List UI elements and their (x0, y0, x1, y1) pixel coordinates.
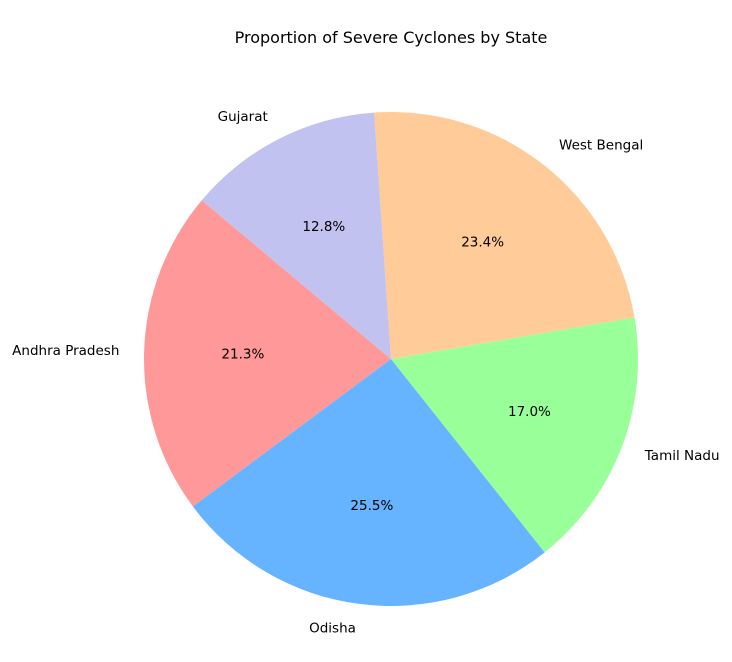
pie-slice-tamil-nadu (391, 317, 638, 553)
pie-slice-odisha (192, 359, 545, 606)
pct-label-odisha: 25.5% (350, 498, 393, 514)
chart-title: Proportion of Severe Cyclones by State (235, 28, 548, 47)
category-labels: Andhra Pradesh Odisha Tamil Nadu West Benga… (12, 109, 719, 637)
percentage-labels: 21.3% 25.5% 17.0% 23.4% 12.8% (221, 219, 551, 514)
slice-label-andhra-pradesh: Andhra Pradesh (12, 343, 119, 359)
slice-label-odisha: Odisha (309, 620, 356, 636)
pie-slices (144, 112, 638, 606)
slice-label-gujarat: Gujarat (218, 109, 268, 125)
pct-label-gujarat: 12.8% (302, 219, 345, 235)
pie-slice-west-bengal (374, 112, 635, 359)
pie-slice-andhra-pradesh (144, 200, 391, 507)
slice-label-tamil-nadu: Tamil Nadu (644, 448, 720, 464)
pct-label-tamil-nadu: 17.0% (508, 404, 551, 420)
slice-label-west-bengal: West Bengal (559, 137, 643, 153)
pct-label-west-bengal: 23.4% (461, 235, 504, 251)
pie-slice-gujarat (201, 112, 391, 359)
pct-label-andhra-pradesh: 21.3% (221, 347, 264, 363)
